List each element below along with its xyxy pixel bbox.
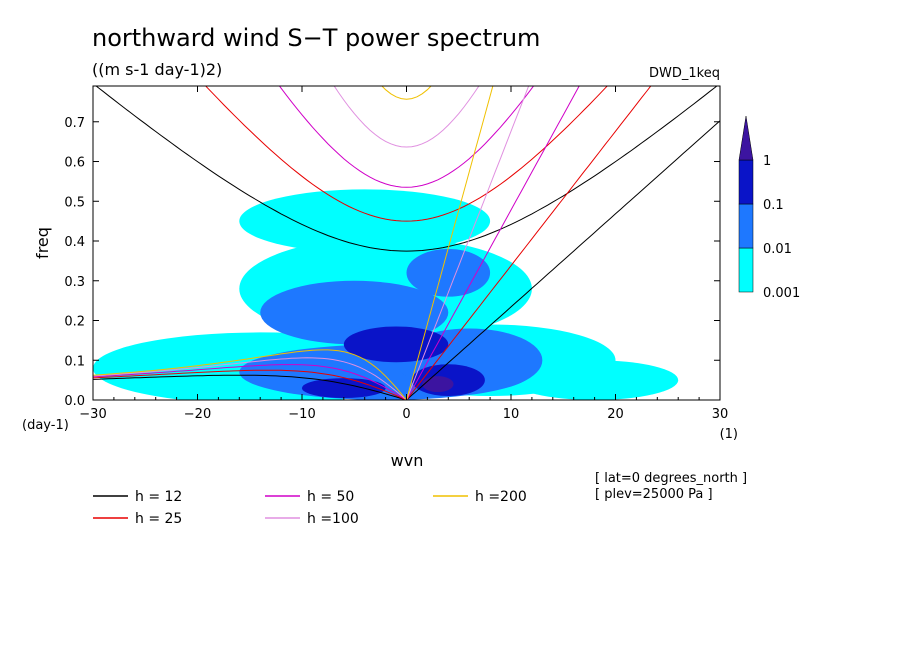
y-tick-label-5: 0.5 (64, 195, 85, 210)
power-region-12 (422, 376, 454, 393)
x-tick-label-6: 30 (712, 407, 729, 422)
gravity-curve-1 (205, 86, 608, 222)
legend-label-3: h =100 (307, 511, 359, 527)
legend-label-0: h = 12 (135, 489, 182, 505)
power-region-4 (510, 360, 679, 400)
legend-label-2: h = 50 (307, 489, 354, 505)
y-tick-label-4: 0.4 (64, 235, 85, 250)
kelvin-curve-2 (406, 86, 580, 400)
y-tick-label-2: 0.2 (64, 315, 85, 330)
y-tick-label-3: 0.3 (64, 275, 85, 290)
axis-ticks: −30 −20 −10 0 10 20 30 0.0 0.1 0.2 0.3 0.4 0.5 0.6 0.7 (64, 86, 728, 422)
y-tick-label-1: 0.1 (64, 354, 85, 369)
legend: h = 12 h = 25 h = 50 h =100 h =200 (93, 489, 527, 527)
chart-subtitle: ((m s-1 day-1)2) (92, 60, 222, 79)
chart-title: northward wind S−T power spectrum (92, 24, 540, 52)
x-axis-label: wvn (391, 451, 424, 470)
x-tick-label-5: 20 (607, 407, 624, 422)
gravity-curve-4 (381, 86, 432, 100)
colorbar-triangle (738, 115, 754, 161)
gravity-curve-2 (278, 86, 535, 188)
annotation-lat: [ lat=0 degrees_north ] (595, 471, 747, 486)
rossby-curve-2 (93, 364, 407, 400)
dispersion-curves (93, 86, 720, 400)
colorbar-label-3: 1 (763, 154, 771, 169)
x-tick-label-4: 10 (503, 407, 520, 422)
power-region-9 (343, 326, 449, 363)
gravity-curve-3 (333, 86, 480, 148)
colorbar-box-2 (738, 159, 754, 205)
kelvin-curve-0 (406, 120, 720, 400)
power-field (93, 189, 679, 400)
gravity-curve-0 (95, 86, 718, 252)
y-unit-label: (day-1) (22, 418, 69, 433)
rossby-curve-1 (93, 369, 407, 400)
legend-label-4: h =200 (475, 489, 527, 505)
rossby-curve-3 (93, 357, 407, 400)
x-tick-label-0: −30 (79, 407, 106, 422)
dataset-label: DWD_1keq (649, 66, 720, 81)
colorbar-label-2: 0.1 (763, 198, 784, 213)
kelvin-curve-1 (406, 86, 652, 400)
x-tick-label-1: −20 (184, 407, 211, 422)
y-tick-label-6: 0.6 (64, 156, 85, 171)
kelvin-curve-4 (406, 86, 494, 400)
y-axis-label: freq (33, 227, 52, 259)
x-tick-label-3: 0 (402, 407, 410, 422)
power-region-3 (239, 189, 491, 253)
power-region-8 (406, 248, 491, 297)
rossby-curve-4 (93, 349, 407, 400)
colorbar: 0.001 0.01 0.1 1 (738, 115, 800, 301)
colorbar-box-1 (738, 203, 754, 249)
y-tick-label-0: 0.0 (64, 394, 85, 409)
y-tick-label-7: 0.7 (64, 116, 85, 131)
legend-label-1: h = 25 (135, 511, 182, 527)
colorbar-label-1: 0.01 (763, 242, 792, 257)
rossby-curve-0 (93, 374, 407, 400)
kelvin-curve-3 (406, 86, 530, 400)
annotation-plev: [ plev=25000 Pa ] (595, 487, 713, 502)
x-unit-label: (1) (720, 427, 738, 442)
colorbar-box-0 (738, 247, 754, 293)
x-tick-label-2: −10 (288, 407, 315, 422)
colorbar-label-0: 0.001 (763, 286, 800, 301)
